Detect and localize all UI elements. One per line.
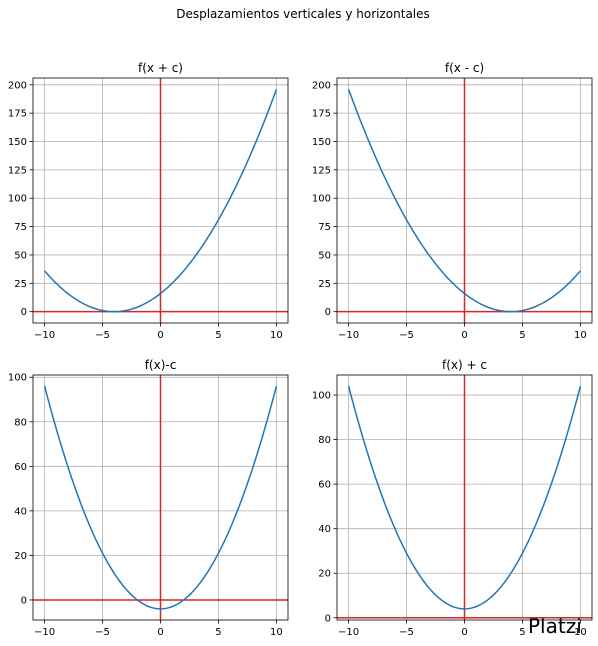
y-tick-label: 175 xyxy=(312,109,331,120)
y-tick-label: 200 xyxy=(312,80,331,91)
y-tick-label: 20 xyxy=(14,551,27,562)
y-tick-label: 25 xyxy=(14,279,27,290)
y-tick-label: 0 xyxy=(325,307,331,318)
series-line xyxy=(43,385,278,610)
y-tick-label: 125 xyxy=(8,165,27,176)
y-tick-label: 40 xyxy=(318,524,331,535)
y-tick-label: 40 xyxy=(14,506,27,517)
y-tick-label: 80 xyxy=(318,435,331,446)
x-tick-label: 10 xyxy=(574,330,587,341)
x-tick-label: 0 xyxy=(157,627,163,638)
y-tick-label: 150 xyxy=(312,137,331,148)
y-tick-label: 60 xyxy=(14,462,27,473)
x-tick-label: 5 xyxy=(519,330,525,341)
y-tick-label: 150 xyxy=(8,137,27,148)
x-tick-label: 0 xyxy=(461,330,467,341)
y-tick-label: 50 xyxy=(318,250,331,261)
series-line xyxy=(347,385,582,610)
series-line xyxy=(347,89,581,313)
y-tick-label: 125 xyxy=(312,165,331,176)
x-tick-label: 10 xyxy=(574,627,587,638)
y-tick-label: 0 xyxy=(21,595,27,606)
x-tick-label: 0 xyxy=(461,627,467,638)
y-tick-label: 25 xyxy=(318,279,331,290)
x-tick-label: −5 xyxy=(95,330,110,341)
subplot-title: f(x) + c xyxy=(442,358,487,372)
x-tick-label: 0 xyxy=(157,330,163,341)
y-tick-label: 80 xyxy=(14,417,27,428)
x-tick-label: −5 xyxy=(399,627,414,638)
x-tick-label: −10 xyxy=(338,330,359,341)
y-tick-label: 175 xyxy=(8,109,27,120)
x-tick-label: −10 xyxy=(34,330,55,341)
y-tick-label: 0 xyxy=(21,307,27,318)
y-tick-label: 20 xyxy=(318,569,331,580)
y-tick-label: 50 xyxy=(14,250,27,261)
y-tick-label: 75 xyxy=(318,222,331,233)
x-tick-label: −5 xyxy=(399,330,414,341)
x-tick-label: 10 xyxy=(270,330,283,341)
x-tick-label: 5 xyxy=(519,627,525,638)
y-tick-label: 200 xyxy=(8,80,27,91)
x-tick-label: 10 xyxy=(270,627,283,638)
y-tick-label: 100 xyxy=(8,194,27,205)
y-tick-label: 75 xyxy=(14,222,27,233)
figure-suptitle: Desplazamientos verticales y horizontale… xyxy=(176,7,430,21)
subplot-title: f(x - c) xyxy=(445,61,484,75)
x-tick-label: 5 xyxy=(215,330,221,341)
y-tick-label: 60 xyxy=(318,480,331,491)
subplot-title: f(x)-c xyxy=(145,358,177,372)
series-line xyxy=(44,89,278,313)
subplot-title: f(x + c) xyxy=(138,61,183,75)
x-tick-label: −10 xyxy=(338,627,359,638)
y-tick-label: 100 xyxy=(8,373,27,384)
x-tick-label: 5 xyxy=(215,627,221,638)
x-tick-label: −10 xyxy=(34,627,55,638)
x-tick-label: −5 xyxy=(95,627,110,638)
y-tick-label: 100 xyxy=(312,391,331,402)
y-tick-label: 100 xyxy=(312,194,331,205)
y-tick-label: 0 xyxy=(325,613,331,624)
